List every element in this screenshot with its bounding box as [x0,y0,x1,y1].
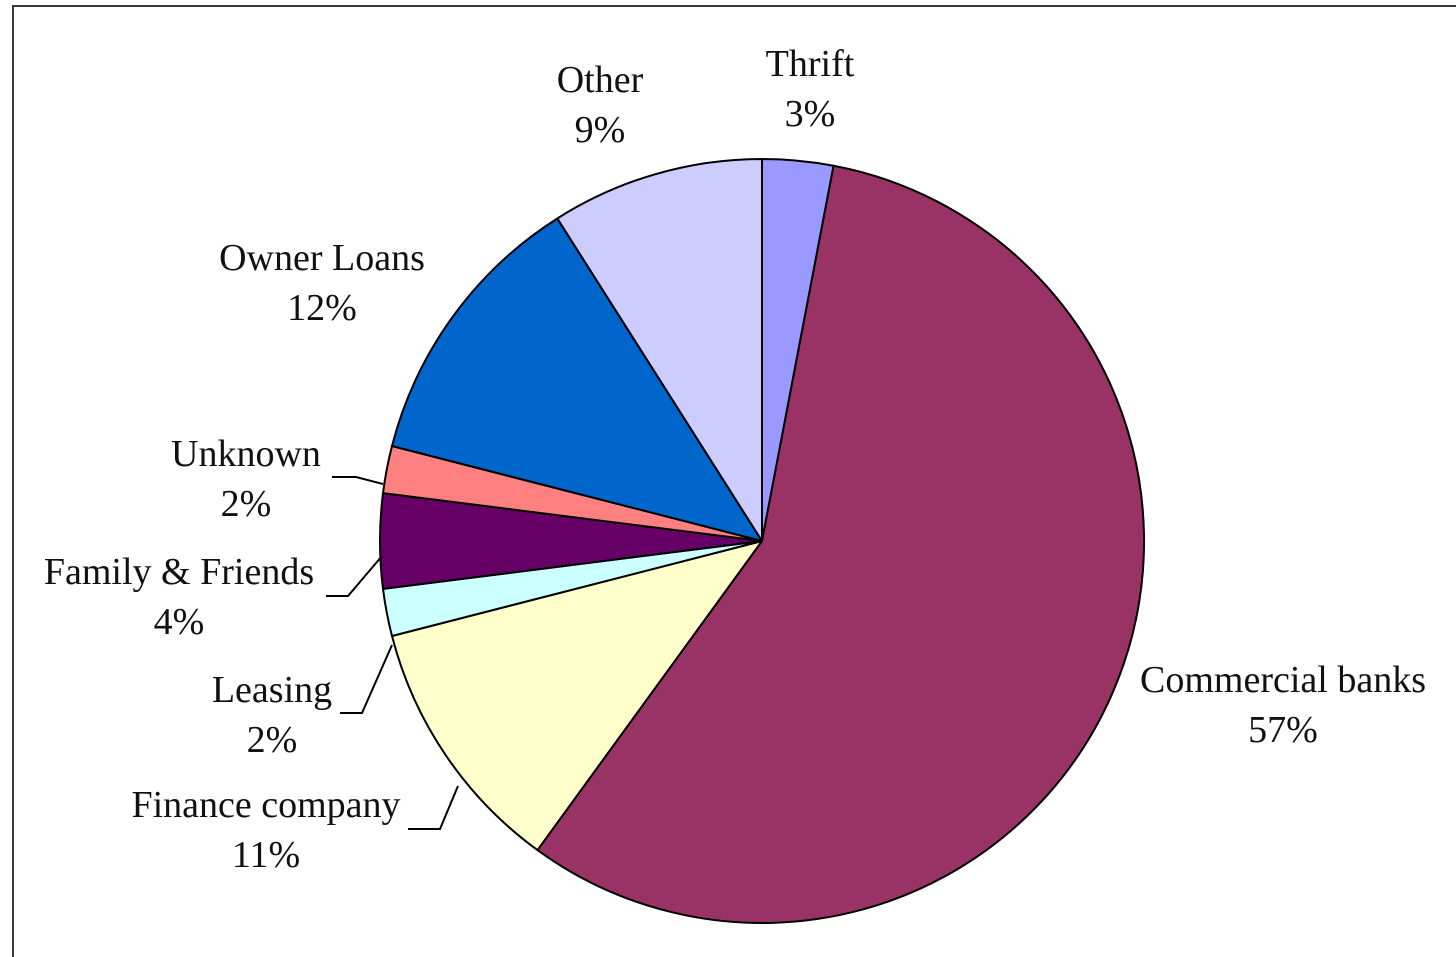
slice-value-label-thrift: 3% [785,93,836,135]
slice-label-commercial-banks: Commercial banks [1140,659,1426,701]
slice-value-label-owner-loans: 12% [287,287,357,329]
leader-line-family-and-friends [326,555,383,597]
slice-label-leasing: Leasing [212,669,332,711]
leader-line-leasing [340,644,393,714]
slice-value-label-other: 9% [575,109,626,151]
slice-value-label-commercial-banks: 57% [1248,709,1318,751]
leader-lines [326,476,459,830]
slice-label-other: Other [557,59,644,101]
slice-label-owner-loans: Owner Loans [219,237,425,279]
slice-value-label-family-and-friends: 4% [154,601,205,643]
slice-value-label-unknown: 2% [221,483,272,525]
leader-line-unknown [332,476,384,485]
pie-slice-finance-company [391,540,763,852]
pie-slice-owner-loans [391,217,763,542]
slice-label-finance-company: Finance company [131,784,400,826]
pie-slices [378,158,1146,925]
slice-label-unknown: Unknown [171,433,321,475]
leader-line-finance-company [408,785,459,830]
frame-border-left [12,5,14,957]
frame-border-top [12,5,1456,7]
slice-label-thrift: Thrift [766,43,855,85]
slice-value-label-leasing: 2% [247,719,298,761]
slice-value-label-finance-company: 11% [232,834,300,876]
slice-label-family-and-friends: Family & Friends [44,551,314,593]
pie-slice-commercial-banks [536,164,1146,925]
slice-labels: Thrift 3% Commercial banks 57% Finance compa… [44,43,1426,876]
pie-slice-other [556,158,763,542]
